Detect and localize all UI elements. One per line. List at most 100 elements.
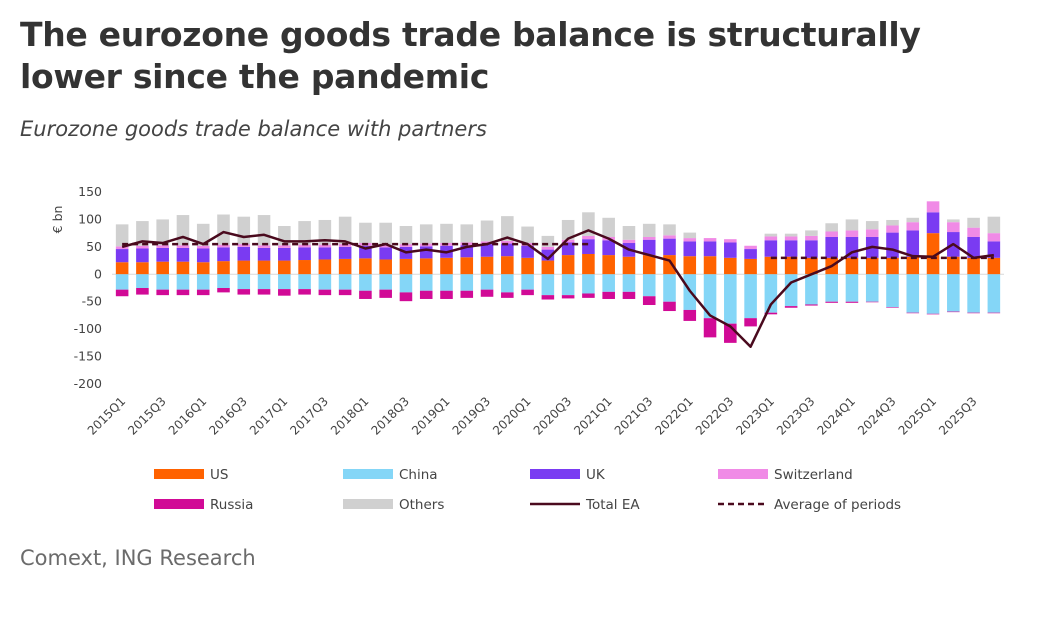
bar-switzerland: [156, 245, 169, 248]
bar-russia: [318, 289, 332, 296]
bar-china: [622, 274, 636, 292]
bar-others: [642, 223, 656, 237]
bar-russia: [237, 289, 251, 295]
bar-russia: [947, 311, 960, 313]
bar-others: [886, 219, 899, 226]
bar-russia: [399, 292, 413, 302]
bar-russia: [359, 290, 372, 299]
y-tick-label: 150: [78, 184, 102, 199]
bar-us: [602, 255, 615, 275]
bar-china: [399, 274, 413, 293]
bar-switzerland: [724, 239, 737, 243]
legend-swatch: [343, 469, 393, 479]
axis-layer: 150 100 50 0 -50 -100 -150 -200 € bn 2015Q12015Q3…: [50, 184, 1004, 438]
bar-us: [278, 260, 291, 275]
x-tick-label: 2017Q3: [287, 394, 331, 438]
source-note: Comext, ING Research: [20, 546, 256, 570]
bar-others: [602, 217, 615, 237]
bar-switzerland: [541, 246, 555, 250]
bar-russia: [602, 291, 615, 299]
bar-others: [865, 221, 879, 230]
x-tick-label: 2024Q1: [815, 394, 859, 438]
bar-others: [805, 230, 818, 236]
x-tick-label: 2022Q3: [693, 394, 737, 438]
bar-russia: [845, 301, 859, 303]
bar-us: [784, 256, 798, 275]
bar-others: [136, 221, 149, 246]
bar-us: [663, 255, 676, 275]
bar-russia: [622, 291, 636, 299]
bar-china: [541, 274, 555, 296]
bar-uk: [318, 247, 332, 260]
bar-uk: [561, 242, 575, 256]
bar-russia: [176, 289, 190, 296]
bar-china: [724, 274, 737, 324]
bar-us: [318, 259, 332, 275]
bar-us: [865, 257, 879, 275]
x-tick-label: 2025Q1: [896, 394, 940, 438]
bar-switzerland: [379, 244, 392, 248]
bar-russia: [703, 318, 717, 338]
bar-china: [642, 274, 656, 297]
bar-switzerland: [703, 238, 717, 242]
bar-russia: [663, 301, 676, 312]
legend-item-china: China: [343, 467, 438, 483]
bar-switzerland: [906, 222, 920, 231]
bar-us: [642, 255, 656, 275]
bar-russia: [886, 307, 899, 308]
x-tick-label: 2022Q1: [652, 394, 696, 438]
bar-us: [764, 256, 778, 275]
bar-uk: [906, 230, 920, 257]
bar-russia: [582, 293, 595, 298]
bar-switzerland: [926, 201, 940, 213]
bar-uk: [156, 247, 169, 262]
bar-china: [440, 274, 453, 291]
bar-china: [338, 274, 352, 290]
bar-russia: [764, 312, 778, 315]
legend-item-us: US: [154, 467, 228, 483]
bar-us: [724, 257, 737, 275]
bar-russia: [561, 295, 575, 299]
legend-label: China: [399, 467, 438, 483]
bar-switzerland: [845, 230, 859, 237]
bar-others: [480, 220, 494, 242]
legend: US China UK Switzerland Russia Others Total EA…: [154, 467, 901, 513]
bar-uk: [115, 249, 129, 263]
bars-layer: [115, 201, 1001, 343]
bar-switzerland: [967, 227, 980, 237]
bar-others: [257, 215, 271, 246]
bar-us: [845, 257, 859, 275]
bar-switzerland: [683, 238, 697, 242]
bar-china: [865, 274, 879, 302]
bar-us: [298, 260, 311, 275]
bar-russia: [865, 301, 879, 303]
bar-switzerland: [399, 244, 413, 247]
bar-uk: [257, 247, 271, 261]
bar-others: [521, 226, 534, 244]
legend-item-uk: UK: [530, 467, 606, 483]
bar-russia: [906, 312, 920, 314]
bar-us: [379, 259, 392, 275]
bar-others: [906, 217, 920, 223]
bar-others: [318, 219, 332, 245]
bar-others: [582, 212, 595, 236]
bar-switzerland: [886, 225, 899, 233]
x-tick-label: 2016Q3: [206, 394, 250, 438]
x-tick-label: 2020Q1: [490, 394, 534, 438]
bar-others: [541, 235, 555, 247]
bar-china: [764, 274, 778, 313]
bar-others: [217, 214, 230, 245]
trade-balance-chart: 150 100 50 0 -50 -100 -150 -200 € bn 2015Q12015Q3…: [50, 184, 1004, 513]
bar-switzerland: [744, 245, 757, 250]
bar-uk: [278, 247, 291, 261]
bar-us: [115, 262, 129, 275]
legend-label: Others: [399, 497, 444, 513]
bar-russia: [440, 290, 453, 299]
bar-china: [419, 274, 433, 291]
bar-china: [237, 274, 251, 290]
bar-others: [460, 224, 474, 243]
x-tick-label: 2021Q3: [612, 394, 656, 438]
bar-russia: [278, 289, 291, 296]
bar-us: [419, 258, 433, 275]
legend-label: UK: [586, 467, 606, 483]
